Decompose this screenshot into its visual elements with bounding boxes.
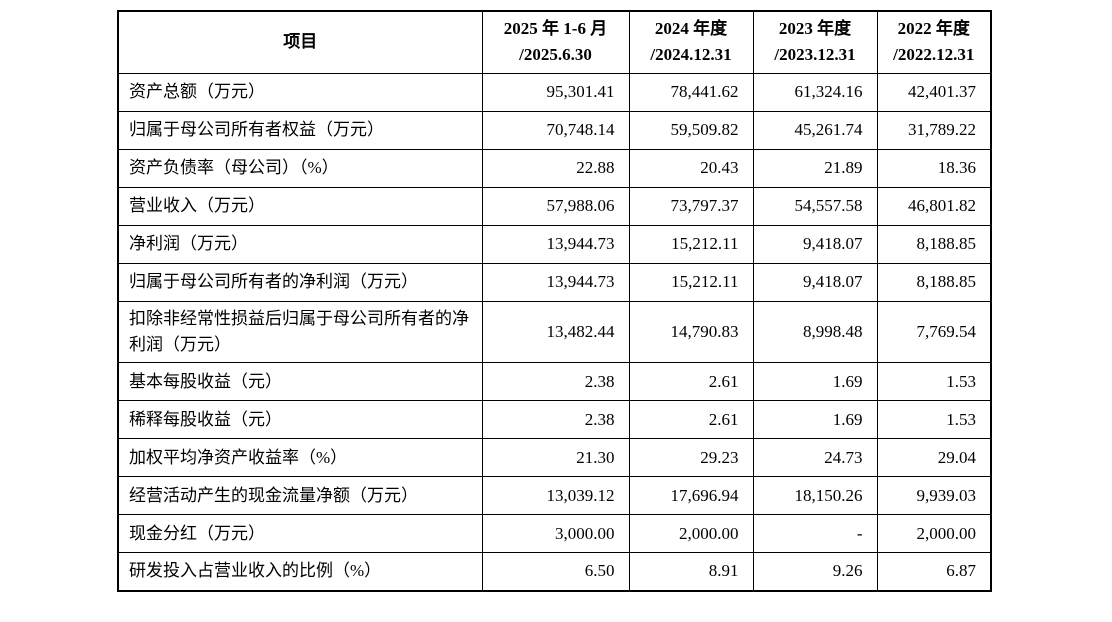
cell-value: 29.04 (876, 438, 992, 478)
row-label: 归属于母公司所有者的净利润（万元） (117, 262, 483, 302)
header-row: 项目 2025 年 1-6 月 /2025.6.30 2024 年度 /2024… (117, 10, 992, 74)
cell-value: 61,324.16 (752, 72, 878, 112)
table-row: 经营活动产生的现金流量净额（万元） 13,039.12 17,696.94 18,15… (117, 476, 992, 516)
cell-value: 1.53 (876, 400, 992, 440)
header-period-2025: 2025 年 1-6 月 /2025.6.30 (481, 10, 630, 74)
table-row: 资产负债率（母公司）（%） 22.88 20.43 21.89 18.36 (117, 148, 992, 188)
row-label: 资产负债率（母公司）（%） (117, 148, 483, 188)
cell-value: 8,188.85 (876, 262, 992, 302)
cell-value: 42,401.37 (876, 72, 992, 112)
cell-value: 18,150.26 (752, 476, 878, 516)
row-label: 加权平均净资产收益率（%） (117, 438, 483, 478)
cell-value: 8,998.48 (752, 300, 878, 364)
cell-value: 2.61 (628, 362, 754, 402)
cell-value: 3,000.00 (481, 514, 630, 554)
cell-value: 78,441.62 (628, 72, 754, 112)
table-row: 归属于母公司所有者的净利润（万元） 13,944.73 15,212.11 9,418… (117, 262, 992, 302)
table-row: 现金分红（万元） 3,000.00 2,000.00-2,000.00 (117, 514, 992, 554)
cell-value: 2,000.00 (628, 514, 754, 554)
row-label: 研发投入占营业收入的比例（%） (117, 552, 483, 592)
table-row: 资产总额（万元） 95,301.41 78,441.62 61,324.16 42,40… (117, 72, 992, 112)
row-label: 稀释每股收益（元） (117, 400, 483, 440)
header-period-line2: /2023.12.31 (774, 45, 856, 65)
row-label: 扣除非经常性损益后归属于母公司所有者的净利润（万元） (117, 300, 483, 364)
header-period-line1: 2025 年 1-6 月 (503, 18, 608, 38)
cell-value: 29.23 (628, 438, 754, 478)
cell-value: 22.88 (481, 148, 630, 188)
cell-value: 18.36 (876, 148, 992, 188)
cell-value: - (752, 514, 878, 554)
header-period-line1: 2022 年度 (897, 18, 970, 38)
table-body: 资产总额（万元） 95,301.41 78,441.62 61,324.16 42,40… (117, 72, 992, 592)
cell-value: 2,000.00 (876, 514, 992, 554)
table-row: 扣除非经常性损益后归属于母公司所有者的净利润（万元） 13,482.44 14,79… (117, 300, 992, 364)
cell-value: 1.69 (752, 400, 878, 440)
header-item-column: 项目 (117, 10, 483, 74)
table-header: 项目 2025 年 1-6 月 /2025.6.30 2024 年度 /2024… (117, 10, 992, 74)
cell-value: 6.87 (876, 552, 992, 592)
header-item-label: 项目 (283, 32, 318, 52)
header-period-line2: /2024.12.31 (650, 45, 732, 65)
table-row: 加权平均净资产收益率（%） 21.30 29.23 24.73 29.04 (117, 438, 992, 478)
cell-value: 1.69 (752, 362, 878, 402)
cell-value: 17,696.94 (628, 476, 754, 516)
row-label: 资产总额（万元） (117, 72, 483, 112)
row-label: 现金分红（万元） (117, 514, 483, 554)
cell-value: 15,212.11 (628, 224, 754, 264)
header-period-line2: /2022.12.31 (893, 45, 975, 65)
row-label: 基本每股收益（元） (117, 362, 483, 402)
cell-value: 1.53 (876, 362, 992, 402)
cell-value: 95,301.41 (481, 72, 630, 112)
cell-value: 13,944.73 (481, 224, 630, 264)
table-row: 基本每股收益（元） 2.38 2.61 1.69 1.53 (117, 362, 992, 402)
cell-value: 8.91 (628, 552, 754, 592)
cell-value: 57,988.06 (481, 186, 630, 226)
cell-value: 15,212.11 (628, 262, 754, 302)
header-period-line1: 2024 年度 (654, 18, 728, 38)
cell-value: 7,769.54 (876, 300, 992, 364)
cell-value: 21.30 (481, 438, 630, 478)
table-row: 净利润（万元） 13,944.73 15,212.11 9,418.07 8,188.8… (117, 224, 992, 264)
cell-value: 24.73 (752, 438, 878, 478)
cell-value: 54,557.58 (752, 186, 878, 226)
cell-value: 9,939.03 (876, 476, 992, 516)
cell-value: 46,801.82 (876, 186, 992, 226)
header-period-2024: 2024 年度 /2024.12.31 (628, 10, 754, 74)
table-row: 研发投入占营业收入的比例（%） 6.50 8.91 9.26 6.87 (117, 552, 992, 592)
cell-value: 20.43 (628, 148, 754, 188)
header-period-line2: /2025.6.30 (519, 45, 592, 65)
row-label: 净利润（万元） (117, 224, 483, 264)
cell-value: 31,789.22 (876, 110, 992, 150)
table-row: 归属于母公司所有者权益（万元） 70,748.14 59,509.82 45,261.… (117, 110, 992, 150)
cell-value: 2.61 (628, 400, 754, 440)
cell-value: 9.26 (752, 552, 878, 592)
cell-value: 59,509.82 (628, 110, 754, 150)
table-row: 营业收入（万元） 57,988.06 73,797.37 54,557.58 46,80… (117, 186, 992, 226)
cell-value: 45,261.74 (752, 110, 878, 150)
cell-value: 6.50 (481, 552, 630, 592)
cell-value: 2.38 (481, 400, 630, 440)
row-label: 营业收入（万元） (117, 186, 483, 226)
cell-value: 14,790.83 (628, 300, 754, 364)
cell-value: 9,418.07 (752, 224, 878, 264)
cell-value: 2.38 (481, 362, 630, 402)
cell-value: 21.89 (752, 148, 878, 188)
cell-value: 13,944.73 (481, 262, 630, 302)
cell-value: 9,418.07 (752, 262, 878, 302)
table-row: 稀释每股收益（元） 2.38 2.61 1.69 1.53 (117, 400, 992, 440)
cell-value: 13,482.44 (481, 300, 630, 364)
cell-value: 8,188.85 (876, 224, 992, 264)
financial-summary-table: 项目 2025 年 1-6 月 /2025.6.30 2024 年度 /2024… (117, 10, 992, 592)
cell-value: 73,797.37 (628, 186, 754, 226)
header-period-2023: 2023 年度 /2023.12.31 (752, 10, 878, 74)
row-label: 归属于母公司所有者权益（万元） (117, 110, 483, 150)
header-period-2022: 2022 年度 /2022.12.31 (876, 10, 992, 74)
cell-value: 70,748.14 (481, 110, 630, 150)
cell-value: 13,039.12 (481, 476, 630, 516)
row-label: 经营活动产生的现金流量净额（万元） (117, 476, 483, 516)
header-period-line1: 2023 年度 (778, 18, 852, 38)
